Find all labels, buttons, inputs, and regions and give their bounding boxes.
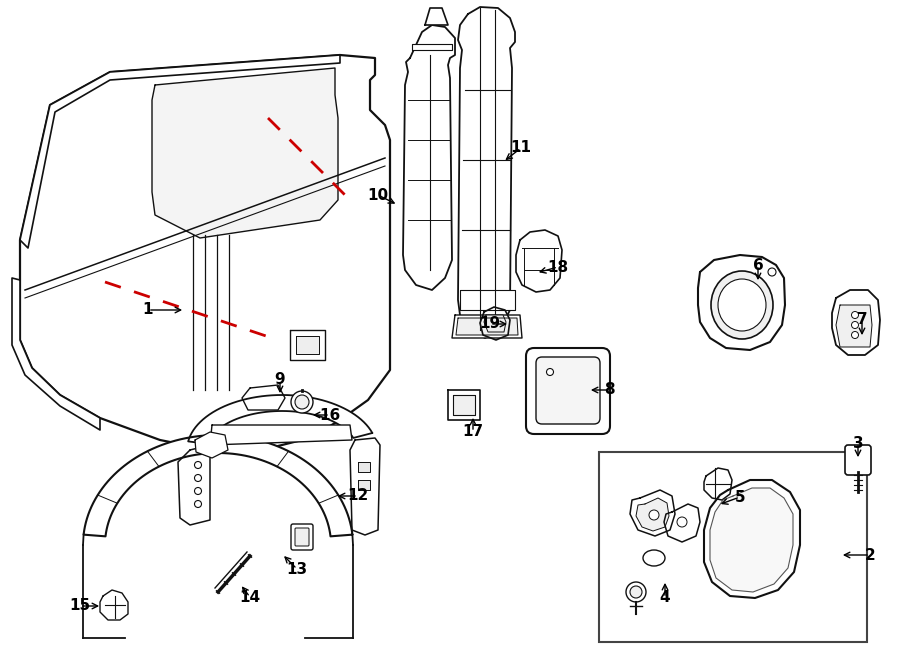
- Polygon shape: [12, 278, 100, 430]
- Polygon shape: [358, 480, 370, 490]
- FancyBboxPatch shape: [291, 524, 313, 550]
- Text: 6: 6: [752, 258, 763, 272]
- Polygon shape: [242, 385, 285, 410]
- Polygon shape: [358, 462, 370, 472]
- Polygon shape: [836, 305, 872, 347]
- Circle shape: [851, 332, 859, 338]
- Circle shape: [677, 517, 687, 527]
- Text: 7: 7: [857, 313, 868, 327]
- Text: 12: 12: [347, 488, 369, 504]
- Bar: [599, 452, 867, 642]
- Circle shape: [546, 368, 554, 375]
- FancyBboxPatch shape: [295, 528, 309, 546]
- Ellipse shape: [643, 550, 665, 566]
- FancyBboxPatch shape: [526, 348, 610, 434]
- Ellipse shape: [711, 271, 773, 339]
- Text: 11: 11: [510, 141, 532, 155]
- Circle shape: [768, 268, 776, 276]
- Polygon shape: [458, 7, 515, 338]
- Polygon shape: [403, 25, 455, 290]
- Polygon shape: [452, 315, 522, 338]
- FancyBboxPatch shape: [845, 445, 871, 475]
- Polygon shape: [630, 490, 675, 536]
- Polygon shape: [704, 468, 732, 500]
- Circle shape: [291, 391, 313, 413]
- Polygon shape: [664, 504, 700, 542]
- Polygon shape: [412, 44, 452, 50]
- Polygon shape: [20, 55, 390, 448]
- Polygon shape: [480, 307, 510, 340]
- Text: 2: 2: [865, 547, 876, 563]
- FancyBboxPatch shape: [536, 357, 600, 424]
- Polygon shape: [448, 390, 480, 420]
- Polygon shape: [210, 425, 352, 445]
- Polygon shape: [100, 590, 128, 620]
- Circle shape: [851, 311, 859, 319]
- Polygon shape: [296, 336, 319, 354]
- Polygon shape: [84, 435, 353, 536]
- Polygon shape: [195, 432, 228, 458]
- Polygon shape: [460, 290, 515, 310]
- Polygon shape: [20, 55, 340, 248]
- Polygon shape: [516, 230, 562, 292]
- Circle shape: [194, 488, 202, 494]
- Polygon shape: [453, 395, 475, 415]
- Text: 3: 3: [852, 436, 863, 451]
- Text: 14: 14: [239, 590, 261, 605]
- Circle shape: [649, 510, 659, 520]
- Text: 18: 18: [547, 260, 569, 274]
- Text: 17: 17: [463, 424, 483, 440]
- Text: 15: 15: [69, 598, 91, 613]
- Polygon shape: [698, 255, 785, 350]
- Circle shape: [295, 395, 309, 409]
- Polygon shape: [425, 8, 448, 25]
- Polygon shape: [290, 330, 325, 360]
- Polygon shape: [484, 315, 506, 332]
- Circle shape: [630, 586, 642, 598]
- Polygon shape: [704, 480, 800, 598]
- Text: 19: 19: [480, 317, 500, 332]
- Circle shape: [194, 500, 202, 508]
- Circle shape: [851, 321, 859, 329]
- Text: 5: 5: [734, 490, 745, 504]
- Text: 8: 8: [604, 383, 615, 397]
- Polygon shape: [456, 318, 518, 335]
- Polygon shape: [350, 438, 380, 535]
- Polygon shape: [188, 395, 373, 444]
- Polygon shape: [832, 290, 880, 355]
- Text: 16: 16: [320, 407, 340, 422]
- Polygon shape: [636, 498, 669, 531]
- Polygon shape: [710, 488, 793, 592]
- Circle shape: [626, 582, 646, 602]
- Text: 4: 4: [660, 590, 670, 605]
- Text: 10: 10: [367, 188, 389, 202]
- Ellipse shape: [718, 279, 766, 331]
- Polygon shape: [178, 445, 210, 525]
- Text: 1: 1: [143, 303, 153, 317]
- Text: 13: 13: [286, 561, 308, 576]
- Circle shape: [194, 475, 202, 481]
- Circle shape: [194, 461, 202, 469]
- Text: 9: 9: [274, 373, 285, 387]
- Polygon shape: [152, 68, 338, 238]
